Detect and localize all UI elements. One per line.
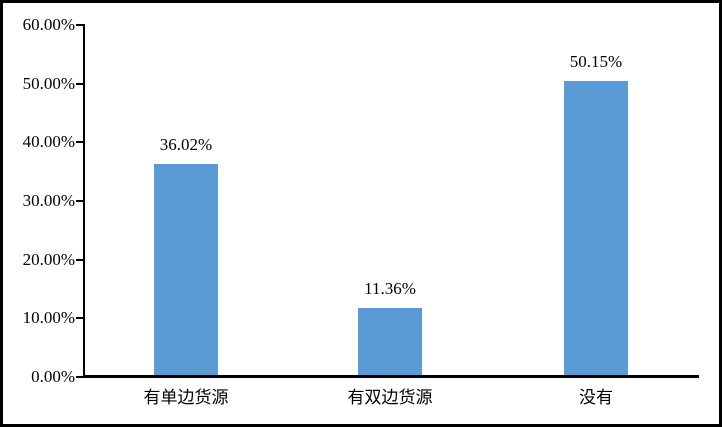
y-axis-label: 50.00% bbox=[22, 74, 75, 93]
bar-single-side-supply bbox=[154, 164, 218, 375]
y-axis-tick bbox=[76, 259, 85, 261]
y-axis-label: 20.00% bbox=[22, 250, 75, 269]
y-axis-tick bbox=[76, 200, 85, 202]
x-axis-category-label: 有单边货源 bbox=[143, 388, 229, 407]
x-axis-category-label: 有双边货源 bbox=[347, 388, 433, 407]
y-axis-tick bbox=[76, 83, 85, 85]
y-axis-tick bbox=[76, 141, 85, 143]
y-axis-tick bbox=[76, 24, 85, 26]
bar-value-label: 36.02% bbox=[159, 135, 213, 154]
y-axis-tick bbox=[76, 317, 85, 319]
y-axis-label: 60.00% bbox=[22, 15, 75, 34]
y-axis-label: 0.00% bbox=[31, 367, 75, 386]
y-axis-label: 40.00% bbox=[22, 132, 75, 151]
x-axis-line bbox=[83, 375, 699, 378]
bar-value-label: 11.36% bbox=[364, 279, 416, 298]
x-axis-category-label: 没有 bbox=[579, 388, 613, 407]
y-axis-label: 10.00% bbox=[22, 308, 75, 327]
y-axis-tick bbox=[76, 376, 85, 378]
bar-value-label: 50.15% bbox=[569, 52, 623, 71]
bar-none bbox=[564, 81, 628, 375]
y-axis-label: 30.00% bbox=[22, 191, 75, 210]
bar-double-side-supply bbox=[358, 308, 422, 375]
